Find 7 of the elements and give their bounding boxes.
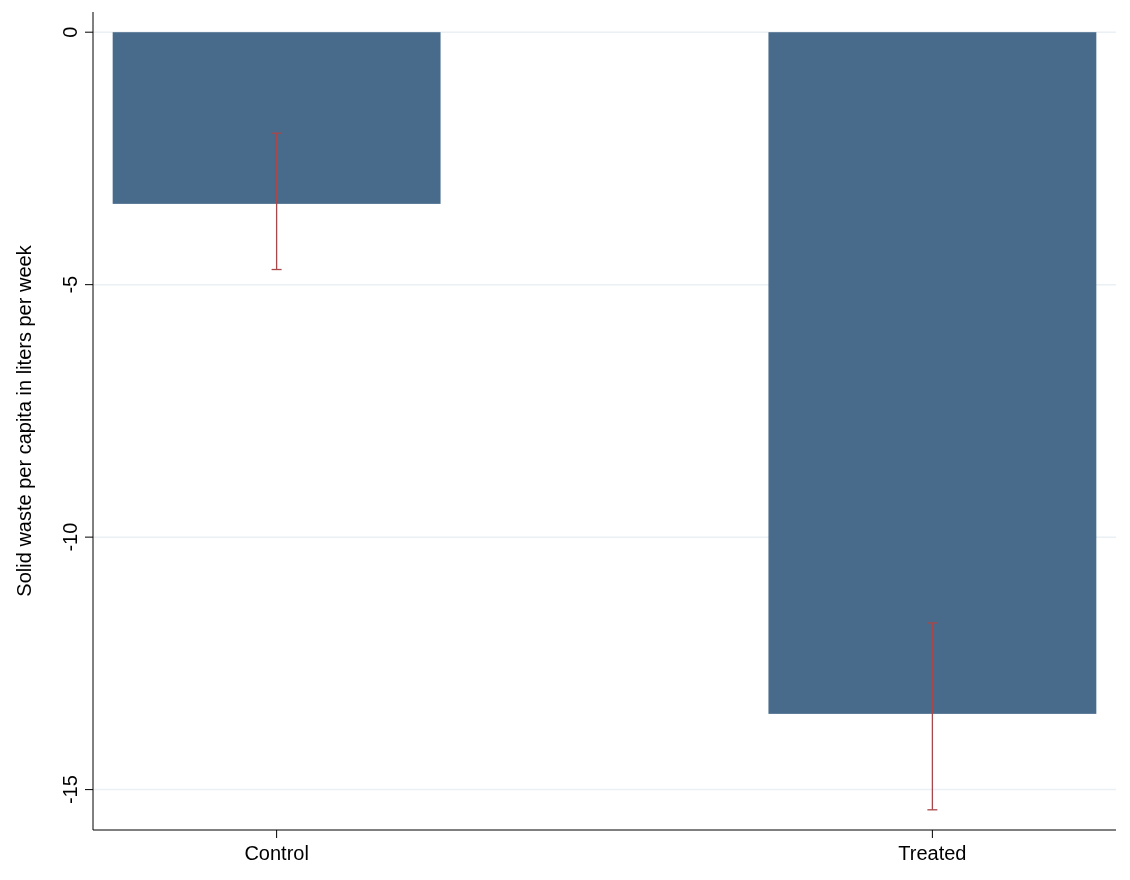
x-tick-label: Treated — [898, 842, 967, 864]
y-tick-label: -5 — [59, 275, 81, 294]
y-axis-title: Solid waste per capita in liters per week — [13, 244, 35, 597]
y-tick-label: 0 — [59, 26, 81, 38]
x-tick-label: Control — [244, 842, 309, 864]
y-tick-label: -15 — [59, 775, 81, 805]
y-tick-label: -10 — [59, 522, 81, 552]
